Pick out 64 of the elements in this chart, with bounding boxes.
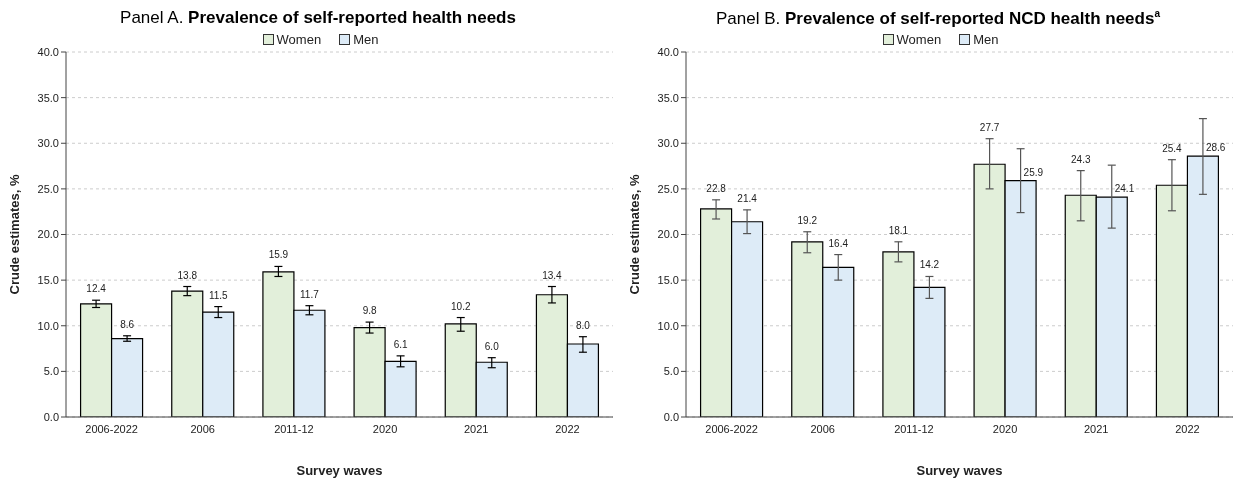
data-label: 10.2	[451, 300, 471, 312]
x-tick-label: 2022	[555, 422, 580, 435]
y-tick-label: 25.0	[657, 182, 679, 195]
y-tick-label: 30.0	[37, 137, 59, 150]
x-tick-label: 2022	[1175, 422, 1200, 435]
y-tick-label: 5.0	[43, 365, 59, 378]
data-label: 13.4	[542, 269, 563, 281]
data-label: 11.5	[208, 289, 229, 301]
data-label: 6.1	[393, 338, 408, 350]
y-axis-title: Crude estimates, %	[626, 174, 642, 295]
data-label: 24.1	[1114, 183, 1135, 195]
chart-title: Panel A. Prevalence of self-reported health needs	[120, 8, 516, 27]
y-tick-label: 15.0	[37, 274, 59, 287]
x-tick-label: 2011-12	[274, 422, 314, 435]
chart-title: Panel B. Prevalence of self-reported NCD health needs$^{a}$	[716, 8, 1160, 28]
data-label: 8.6	[120, 318, 135, 330]
x-tick-label: 2021	[1084, 422, 1109, 435]
x-axis-title: Survey waves	[296, 463, 383, 478]
y-tick-label: 20.0	[657, 228, 679, 241]
data-label: 22.8	[706, 182, 727, 194]
data-label: 6.0	[484, 340, 500, 352]
x-tick-label: 2006-2022	[705, 422, 758, 435]
data-label: 15.9	[268, 249, 289, 261]
y-tick-label: 0.0	[663, 410, 679, 423]
legend-label: Women	[896, 32, 942, 47]
y-tick-label: 10.0	[37, 319, 59, 332]
data-label: 27.7	[979, 121, 1000, 133]
x-tick-label: 2021	[464, 422, 489, 435]
x-tick-label: 2006	[190, 422, 215, 435]
y-tick-label: 5.0	[663, 365, 679, 378]
data-label: 16.4	[828, 237, 849, 249]
y-tick-label: 35.0	[37, 91, 59, 104]
y-tick-label: 0.0	[43, 410, 59, 423]
data-label: 14.2	[919, 259, 940, 271]
data-label: 21.4	[737, 192, 758, 204]
y-tick-label: 40.0	[657, 45, 679, 58]
data-label: 28.6	[1205, 142, 1226, 154]
legend-label: Men	[353, 32, 379, 47]
y-axis-title: Crude estimates, %	[6, 174, 22, 295]
data-label: 25.9	[1023, 166, 1044, 178]
x-tick-label: 2011-12	[894, 422, 934, 435]
y-tick-label: 40.0	[37, 45, 59, 58]
data-label: 12.4	[86, 283, 107, 295]
data-label: 13.8	[177, 269, 198, 281]
data-label: 18.1	[888, 224, 909, 236]
y-tick-label: 20.0	[37, 228, 59, 241]
data-label: 11.7	[300, 288, 320, 300]
y-tick-label: 25.0	[37, 182, 59, 195]
legend-label: Men	[973, 32, 999, 47]
data-label: 9.8	[362, 305, 377, 317]
y-tick-label: 10.0	[657, 319, 679, 332]
x-tick-label: 2020	[372, 422, 398, 435]
x-tick-label: 2006-2022	[85, 422, 138, 435]
y-tick-label: 30.0	[657, 137, 679, 150]
data-label: 24.3	[1071, 153, 1091, 165]
x-tick-label: 2020	[992, 422, 1018, 435]
y-tick-label: 35.0	[657, 91, 679, 104]
data-label: 8.0	[575, 319, 591, 331]
legend-label: Women	[276, 32, 322, 47]
data-label: 25.4	[1162, 142, 1183, 154]
y-tick-label: 15.0	[657, 274, 679, 287]
x-axis-title: Survey waves	[916, 463, 1003, 478]
x-tick-label: 2006	[810, 422, 835, 435]
data-label: 19.2	[797, 214, 818, 226]
